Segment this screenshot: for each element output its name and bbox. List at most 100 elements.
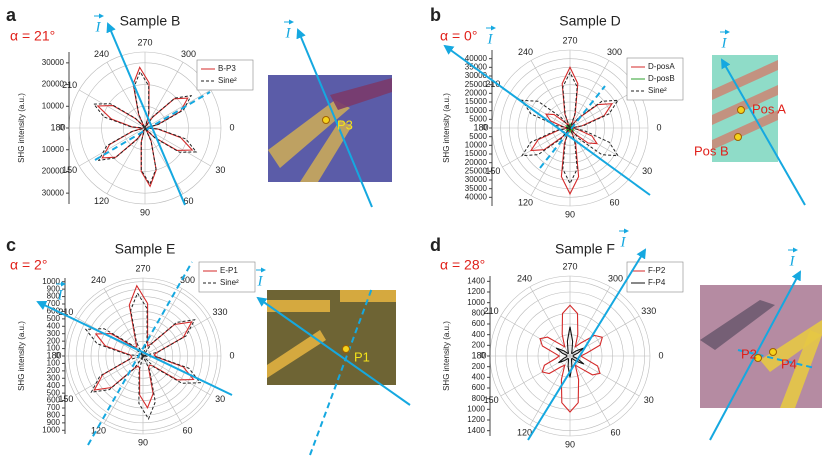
position-dot [342,345,350,353]
grid-spoke [79,127,146,167]
r-tick-label: 10000 [42,101,65,110]
photo-feature [712,110,778,150]
r-tick-label: 400 [472,330,486,339]
r-tick-label: 600 [472,383,486,392]
theta-tick-label: 240 [517,273,532,283]
grid-spoke [530,60,571,129]
grid-spoke [142,316,211,357]
grid-spoke [529,286,571,357]
r-tick-label: 20000 [42,167,65,176]
r-tick-label: 1000 [42,425,60,434]
r-tick-label: 1400 [467,426,485,435]
r-tick-label: 600 [47,396,61,405]
r-tick-label: 900 [47,284,61,293]
photo-feature [712,60,778,100]
r-tick-label: 15000 [465,149,488,158]
theta-tick-label: 60 [610,427,620,437]
grid-spoke [142,355,183,424]
position-dot [737,106,745,114]
r-tick-label: 20000 [42,80,65,89]
r-tick-label: 100 [47,344,61,353]
legend-label: Sine² [648,86,667,95]
r-tick-label: 10000 [42,145,65,154]
theta-tick-label: 0 [658,350,663,360]
theta-tick-label: 180 [473,122,488,132]
theta-tick-label: 270 [562,261,577,271]
r-tick-label: 300 [47,329,61,338]
theta-tick-label: 90 [565,209,575,219]
grid-spoke [500,315,571,357]
polar-curve [539,304,603,413]
theta-tick-label: 210 [58,307,73,317]
alpha-label: α = 21° [10,28,55,44]
alpha-label: α = 28° [440,257,485,273]
r-tick-label: 400 [47,381,61,390]
grid-spoke [144,127,184,194]
y-axis-label: SHG intensity (a.u.) [442,93,451,163]
theta-tick-label: 180 [471,350,486,360]
panel-title: Sample F [555,241,615,257]
panel-label: a [6,5,17,25]
photo-feature [700,300,775,350]
photo-feature [330,78,392,110]
r-tick-label: 40000 [465,192,488,201]
legend-box [626,261,684,293]
legend-label: D-posA [648,62,675,71]
theta-tick-label: 30 [215,165,225,175]
theta-tick-label: 30 [644,395,654,405]
r-tick-label: 400 [47,321,61,330]
theta-tick-label: 240 [91,275,106,285]
theta-tick-label: 90 [140,207,150,217]
current-label: I [95,19,102,35]
theta-tick-label: 0 [656,122,661,132]
r-tick-label: 1000 [467,404,485,413]
position-dot [322,116,330,124]
r-tick-label: 400 [472,372,486,381]
photo-feature [300,120,352,182]
photo-label: P1 [354,349,370,364]
polar-curve [521,71,619,185]
current-label: I [257,273,264,289]
theta-tick-label: 60 [182,426,192,436]
r-tick-label: 10000 [465,106,488,115]
current-arrow [443,44,651,196]
photo-label: Pos A [752,101,786,116]
photo-label: Pos B [694,143,729,158]
theta-tick-label: 150 [484,395,499,405]
r-tick-label: 5000 [469,132,487,141]
current-label: I [285,25,292,41]
theta-tick-label: 330 [213,307,228,317]
theta-tick-label: 150 [485,166,500,176]
theta-tick-label: 150 [62,165,77,175]
theta-tick-label: 60 [183,196,193,206]
crystal-axis [737,349,816,369]
r-tick-label: 30000 [42,188,65,197]
theta-tick-label: 210 [485,79,500,89]
r-tick-label: 500 [47,314,61,323]
grid-spoke [529,355,571,426]
legend-label: D-posB [648,74,675,83]
r-tick-label: 600 [47,307,61,316]
r-tick-label: 35000 [465,62,488,71]
theta-tick-label: 30 [642,166,652,176]
photo-feature [712,85,778,125]
r-tick-label: 25000 [465,80,488,89]
r-tick-label: 800 [47,292,61,301]
photo-feature [267,330,326,378]
r-tick-label: 900 [47,418,61,427]
r-tick-label: 35000 [465,184,488,193]
photo-feature [267,300,330,312]
grid-spoke [103,288,144,357]
y-axis-label: SHG intensity (a.u.) [17,93,26,163]
current-arrow [256,296,411,406]
theta-tick-label: 150 [58,394,73,404]
grid-spoke [502,127,571,168]
theta-tick-label: 300 [181,49,196,59]
theta-tick-label: 90 [138,437,148,447]
r-tick-label: 20000 [465,88,488,97]
grid-spoke [569,355,640,397]
photo-feature [340,290,396,302]
theta-tick-label: 120 [518,198,533,208]
grid-spoke [569,286,611,357]
r-tick-label: 500 [47,388,61,397]
